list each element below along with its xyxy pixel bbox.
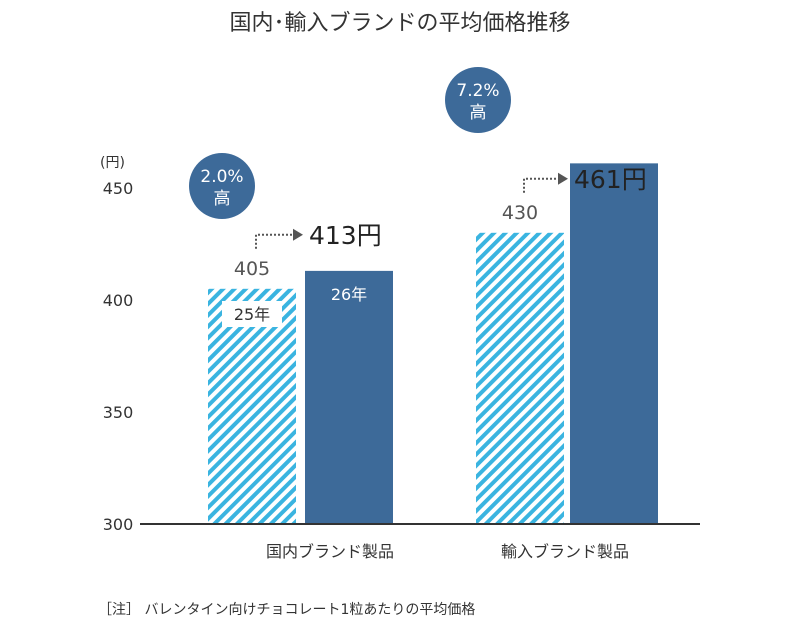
dotted-arrow bbox=[523, 177, 558, 193]
y-tick-label: 350 bbox=[103, 403, 134, 422]
badge-word: 高 bbox=[214, 189, 231, 209]
badge-word: 高 bbox=[470, 103, 487, 123]
arrow-head-icon bbox=[293, 228, 303, 241]
y-axis-unit: (円) bbox=[100, 155, 125, 171]
arrow-head-icon bbox=[558, 172, 568, 185]
legend-label: 25年 bbox=[234, 305, 270, 324]
bar bbox=[305, 270, 393, 524]
legend-box bbox=[222, 301, 282, 327]
dotted-arrow bbox=[255, 233, 293, 249]
value-label: 430 bbox=[502, 202, 538, 224]
category-label: 国内ブランド製品 bbox=[266, 542, 394, 561]
bar bbox=[208, 288, 296, 524]
badge-percent: 7.2% bbox=[456, 81, 499, 101]
y-tick-label: 400 bbox=[103, 291, 134, 310]
y-tick-label: 300 bbox=[103, 515, 134, 534]
bar bbox=[570, 163, 658, 525]
increase-badge bbox=[189, 153, 255, 219]
bar bbox=[476, 232, 564, 525]
value-label: 405 bbox=[234, 258, 270, 280]
category-label: 輸入ブランド製品 bbox=[501, 542, 629, 561]
increase-badge bbox=[445, 67, 511, 133]
y-tick-label: 450 bbox=[103, 179, 134, 198]
chart-title: 国内･輸入ブランドの平均価格推移 bbox=[229, 11, 570, 36]
badge-percent: 2.0% bbox=[200, 167, 243, 187]
footnote: ［注］ バレンタイン向けチョコレート1粒あたりの平均価格 bbox=[98, 602, 475, 618]
value-label: 413円 bbox=[309, 221, 382, 250]
legend-label: 26年 bbox=[331, 285, 367, 304]
value-label: 461円 bbox=[574, 165, 647, 194]
